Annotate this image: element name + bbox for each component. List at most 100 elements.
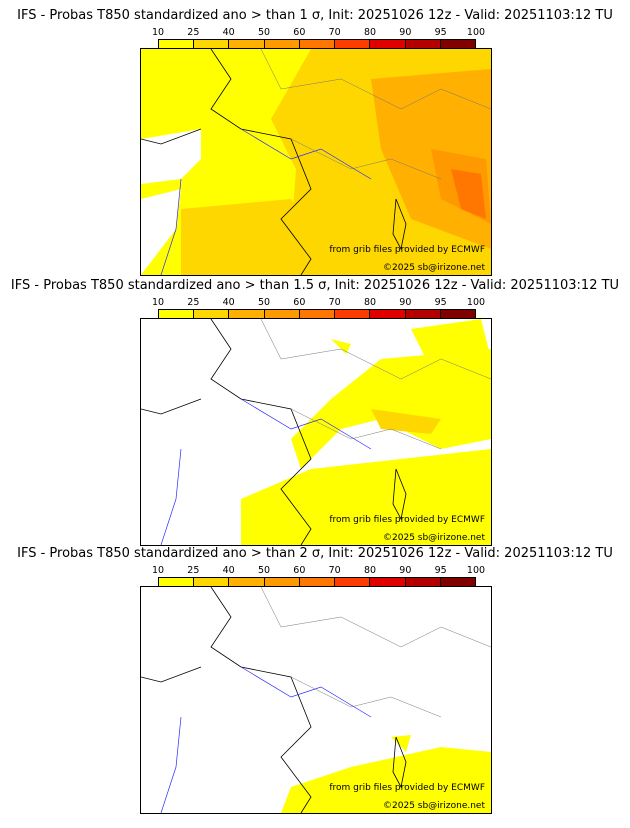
probability-area-10 [241,449,491,545]
copyright: ©2025 sb@irizone.net [383,263,485,273]
colorbar-tick-label: 70 [328,27,341,38]
map-graphic [141,49,491,275]
probability-area-10 [281,747,491,813]
colorbar-tick-label: 40 [222,27,235,38]
colorbar-segment [405,578,441,586]
colorbar-segment [264,310,300,318]
colorbar-tick-label: 95 [434,565,447,576]
border [260,587,491,648]
river [160,448,182,545]
forecast-panel-1-sigma: IFS - Probas T850 standardized ano > tha… [0,8,630,278]
colorbar-tick-label: 100 [466,297,486,308]
colorbar-tick-label: 80 [363,565,377,576]
colorbar-segment [370,310,406,318]
colorbar-tick-label: 60 [293,565,306,576]
colorbar-segment [264,40,300,48]
colorbar-segment [335,40,371,48]
colorbar-tick-label: 25 [187,297,200,308]
panel-title: IFS - Probas T850 standardized ano > tha… [10,278,620,293]
coastline [141,666,202,683]
border [260,319,491,380]
colorbar-segment [159,40,195,48]
colorbar-tick-label: 90 [399,27,412,38]
colorbar-segment [194,310,230,318]
probability-area-10 [411,319,491,369]
colorbar-tick-label: 40 [222,297,235,308]
colorbar-tick-label: 40 [222,565,235,576]
border [290,676,442,718]
colorbar-segment [299,40,336,48]
colorbar-tick-label: 60 [293,297,306,308]
panel-title: IFS - Probas T850 standardized ano > tha… [17,8,613,23]
colorbar-segment [159,310,195,318]
colorbar-tick-label: 50 [257,27,271,38]
probability-area-10 [331,339,351,354]
island-outline [392,736,407,789]
colorbar-segment [229,40,265,48]
colorbar-tick-label: 50 [257,297,271,308]
colorbar-segment [405,310,441,318]
colorbar-tick-label: 10 [151,565,165,576]
copyright: ©2025 sb@irizone.net [383,801,485,811]
colorbar-tick-label: 80 [363,27,377,38]
source-credit: from grib files provided by ECMWF [329,245,485,255]
colorbar-tick-label: 95 [434,297,447,308]
colorbar-tick-label: 90 [399,297,412,308]
colorbar [158,577,476,587]
island-outline [392,468,407,521]
colorbar-segment [370,40,406,48]
colorbar-segment [299,578,336,586]
probability-area-60 [451,169,486,219]
colorbar-segment [335,310,371,318]
colorbar-labels: 10 25 40 50 60 70 80 90 95 100 [152,565,485,578]
colorbar-tick-label: 10 [151,27,165,38]
island-outline [392,198,407,251]
probability-map: from grib files provided by ECMWF ©2025 … [140,586,492,814]
sea-area [141,189,181,275]
forecast-panel-2-sigma: IFS - Probas T850 standardized ano > tha… [0,546,630,816]
colorbar-segment [194,40,230,48]
source-credit: from grib files provided by ECMWF [329,783,485,793]
border [290,408,442,450]
colorbar-segment [335,578,371,586]
coastline [141,398,202,415]
colorbar-segment [405,40,441,48]
colorbar-segment [299,310,336,318]
river [160,716,182,813]
colorbar-tick-label: 50 [257,565,271,576]
colorbar-segment [229,310,265,318]
colorbar-segment [440,310,475,318]
colorbar-segment [229,578,265,586]
colorbar-tick-label: 70 [328,297,341,308]
colorbar-tick-label: 70 [328,565,341,576]
colorbar-tick-label: 100 [466,565,486,576]
colorbar-labels: 10 25 40 50 60 70 80 90 95 100 [152,297,485,310]
colorbar-tick-label: 90 [399,565,412,576]
colorbar-segment [440,578,475,586]
colorbar-segment [194,578,230,586]
map-graphic [141,319,491,545]
colorbar-tick-label: 60 [293,27,306,38]
probability-area-25 [371,409,441,434]
border [260,49,491,110]
colorbar-segment [440,40,475,48]
colorbar-segment [370,578,406,586]
colorbar-tick-label: 80 [363,297,377,308]
river [240,666,372,718]
forecast-panel-1-5-sigma: IFS - Probas T850 standardized ano > tha… [0,278,630,548]
coastline [141,128,202,145]
river [240,398,372,450]
border [290,138,442,180]
colorbar-tick-label: 95 [434,27,447,38]
colorbar-tick-label: 25 [187,565,200,576]
probability-area-25 [181,199,341,275]
colorbar-segment [159,578,195,586]
river [160,178,182,275]
source-credit: from grib files provided by ECMWF [329,515,485,525]
colorbar-tick-label: 10 [151,297,165,308]
colorbar-tick-label: 25 [187,27,200,38]
probability-map: from grib files provided by ECMWF ©2025 … [140,318,492,546]
copyright: ©2025 sb@irizone.net [383,533,485,543]
panel-title: IFS - Probas T850 standardized ano > tha… [17,546,613,561]
probability-area-10 [291,349,491,469]
